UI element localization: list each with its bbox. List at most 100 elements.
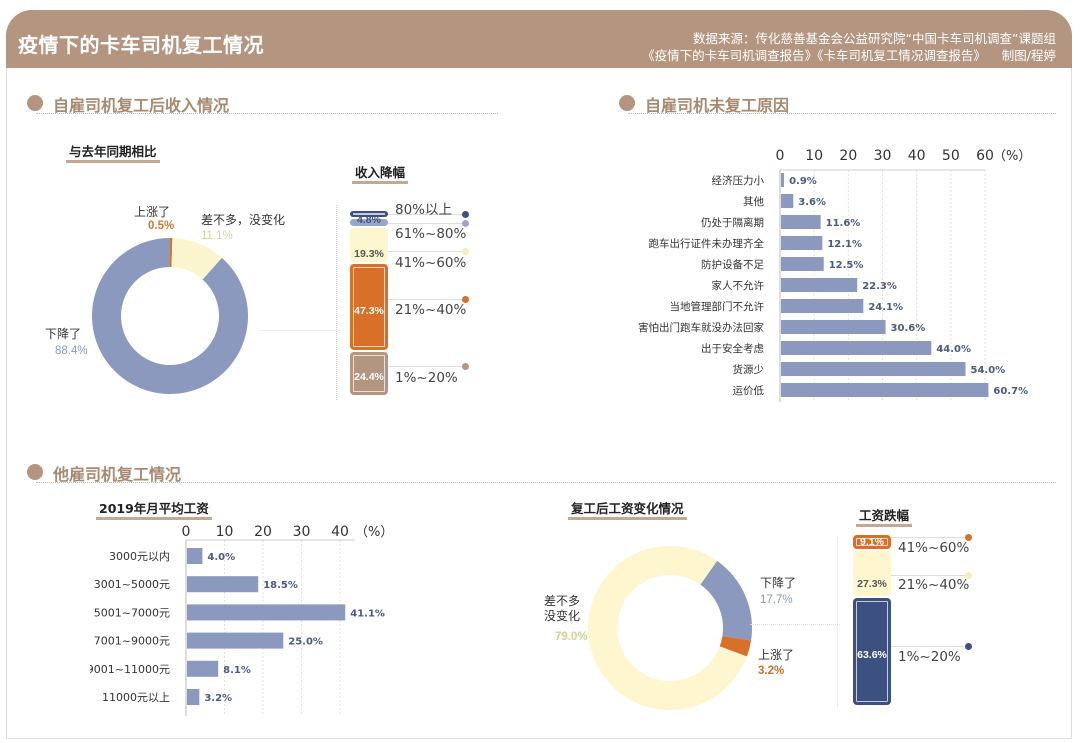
bar-value-label: 8.1% — [223, 665, 251, 676]
axis-unit-label: （%） — [355, 525, 393, 540]
stacked-value-label: 24.4% — [354, 371, 384, 383]
donut-chart-income-vs-last-year — [92, 238, 249, 394]
donut-label-same-line2: 没变化 — [544, 609, 581, 623]
stacked-value-label: 47.3% — [354, 305, 384, 317]
bar — [781, 362, 966, 376]
connector-line — [388, 223, 465, 224]
dotted-guide — [336, 205, 337, 400]
donut-value-down: 88.4% — [55, 345, 88, 357]
stacked-segment — [350, 227, 388, 262]
donut-label-down: 下降了 — [760, 576, 797, 590]
bar-value-label: 25.0% — [288, 637, 323, 648]
stacked-range-label: 80%以上 — [395, 202, 453, 218]
source-line-2: 《疫情下的卡车司机调查报告》《卡车司机复工情况调查报告》 制图/程婷 — [642, 48, 1056, 63]
stacked-range-label: 21%~40% — [395, 302, 467, 318]
category-label: 跑车出行证件未办理齐全 — [649, 237, 765, 250]
bar-value-label: 30.6% — [891, 323, 926, 334]
bar-value-label: 3.2% — [204, 693, 232, 704]
chart-title-salary-change: 复工后工资变化情况 — [568, 502, 687, 520]
section-dot-icon — [619, 95, 635, 111]
connector-line — [388, 251, 465, 252]
category-label: 害怕出门跑车就没办法回家 — [638, 321, 764, 334]
chart-title-income-drop: 收入降幅 — [352, 166, 409, 184]
stacked-range-label: 1%~20% — [898, 649, 961, 665]
category-label: 7001~9000元 — [94, 635, 170, 648]
bar — [187, 576, 259, 593]
legend-dot-icon — [462, 296, 469, 303]
stacked-range-label: 61%~80% — [395, 226, 467, 242]
category-label: 货源少 — [733, 363, 765, 376]
stacked-segment — [853, 597, 891, 706]
bar — [187, 604, 346, 621]
category-label: 仍处于隔离期 — [701, 216, 764, 229]
x-tick-label: 0 — [182, 524, 191, 540]
legend-dot-icon — [462, 363, 469, 370]
stacked-segment — [350, 219, 388, 226]
bar — [781, 383, 989, 397]
section-divider — [36, 482, 1056, 483]
bar-value-label: 12.1% — [827, 239, 862, 250]
stacked-range-label: 21%~40% — [898, 577, 970, 593]
bar-value-label: 3.6% — [798, 197, 826, 208]
donut-value-up: 0.5% — [148, 220, 175, 232]
connector-line — [891, 575, 968, 576]
bar — [187, 548, 203, 564]
bar-value-label: 54.0% — [971, 365, 1006, 376]
donut-label-up: 上涨了 — [134, 205, 171, 219]
category-label: 3001~5000元 — [94, 578, 170, 591]
legend-dot-icon — [965, 572, 972, 579]
bar-value-label: 44.0% — [936, 344, 971, 355]
category-label: 运价低 — [733, 384, 765, 397]
stacked-value-label: 19.3% — [354, 248, 384, 260]
donut-label-up: 上涨了 — [758, 648, 795, 662]
x-tick-label: 20 — [839, 148, 857, 164]
donut-value-down: 17.7% — [760, 594, 793, 606]
x-tick-label: 50 — [942, 148, 960, 164]
chart-title-salary-2019: 2019年月平均工资 — [96, 502, 212, 520]
chart-title-salary-drop: 工资跌幅 — [856, 509, 913, 527]
bar — [781, 278, 858, 292]
bar-value-label: 24.1% — [868, 302, 903, 313]
category-label: 11000元以上 — [102, 691, 170, 704]
donut-slice — [170, 238, 173, 268]
x-tick-label: 10 — [216, 524, 234, 540]
donut-label-same-line1: 差不多 — [544, 594, 581, 608]
bar — [781, 299, 864, 313]
bar-chart-salary-2019: 0 10 20 30 40 （%） 3000元以内 4.0% 3001~5000元 18.5% 50… — [90, 524, 393, 716]
header-bar — [6, 10, 1072, 68]
bar-value-label: 41.1% — [350, 608, 385, 619]
x-tick-label: 10 — [805, 148, 823, 164]
stacked-value-label: 27.3% — [857, 578, 887, 590]
category-label: 当地管理部门不允许 — [670, 300, 765, 313]
bar — [781, 194, 794, 208]
bar-value-label: 22.3% — [862, 281, 897, 292]
connector-line — [388, 214, 465, 215]
donut-slice — [588, 546, 747, 710]
legend-dot-icon — [462, 248, 469, 255]
legend-dot-icon — [965, 643, 972, 650]
x-tick-label: 60 — [976, 148, 994, 164]
stacked-segment — [350, 351, 388, 396]
connector-line — [750, 624, 840, 625]
donut-value-same: 11.1% — [201, 230, 233, 242]
section-divider — [36, 113, 498, 114]
legend-dot-icon — [462, 220, 469, 227]
bar — [187, 632, 284, 649]
donut-label-down: 下降了 — [45, 327, 82, 341]
bar-value-label: 11.6% — [826, 218, 861, 229]
bar — [781, 341, 932, 355]
section-title-self-income: 自雇司机复工后收入情况 — [53, 96, 230, 115]
bar-value-label: 60.7% — [993, 386, 1028, 397]
category-label: 9001~11000元 — [90, 663, 170, 676]
category-label: 3000元以内 — [109, 549, 170, 563]
x-tick-label: 0 — [776, 148, 785, 164]
bar-value-label: 4.0% — [207, 552, 235, 563]
category-label: 家人不允许 — [712, 279, 765, 292]
bar — [187, 660, 219, 677]
stacked-segment — [853, 535, 891, 549]
section-dot-icon — [27, 464, 43, 480]
category-label: 其他 — [743, 195, 764, 208]
category-label: 出于安全考虑 — [701, 342, 764, 355]
dotted-guide — [837, 537, 838, 707]
connector-line — [891, 537, 968, 538]
